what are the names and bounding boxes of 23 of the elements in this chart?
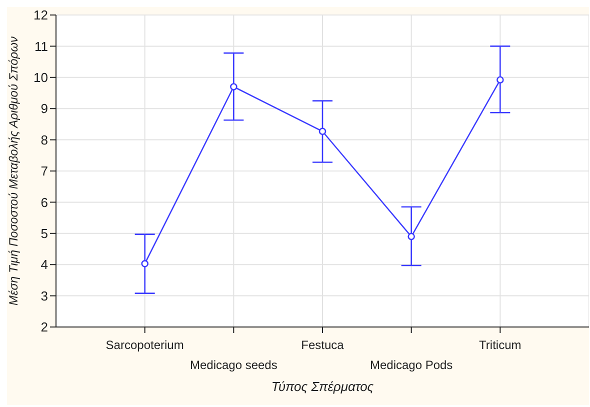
x-tick-label: Medicago Pods [370, 358, 453, 372]
x-tick-label: Triticum [479, 338, 522, 352]
y-tick-label: 11 [34, 38, 48, 54]
y-tick-label: 9 [40, 101, 48, 116]
y-tick-label: 5 [40, 226, 48, 242]
point [230, 83, 238, 90]
x-tick-label: Medicago seeds [190, 358, 278, 372]
y-tick-label: 10 [34, 70, 48, 86]
point [318, 128, 326, 136]
x-tick-label: Sarcopoterium [106, 338, 184, 352]
y-tick-label: 3 [40, 288, 48, 304]
point [496, 76, 504, 84]
y-axis-title: Μέση Τιμή Ποσοστού Μεταβολής Αριθμού Σπόρων [6, 36, 20, 306]
y-tick-label: 8 [40, 132, 48, 148]
y-tick-label: 12 [34, 8, 48, 23]
y-tick-label: 4 [40, 257, 48, 272]
y-tick-label: 7 [40, 164, 48, 179]
x-tick-label: Festuca [301, 338, 344, 352]
y-tick-label: 6 [40, 194, 48, 210]
point [408, 232, 415, 240]
point [141, 260, 148, 268]
x-axis-title: Τύπος Σπέρματος [271, 379, 374, 394]
y-tick-label: 2 [40, 320, 48, 335]
